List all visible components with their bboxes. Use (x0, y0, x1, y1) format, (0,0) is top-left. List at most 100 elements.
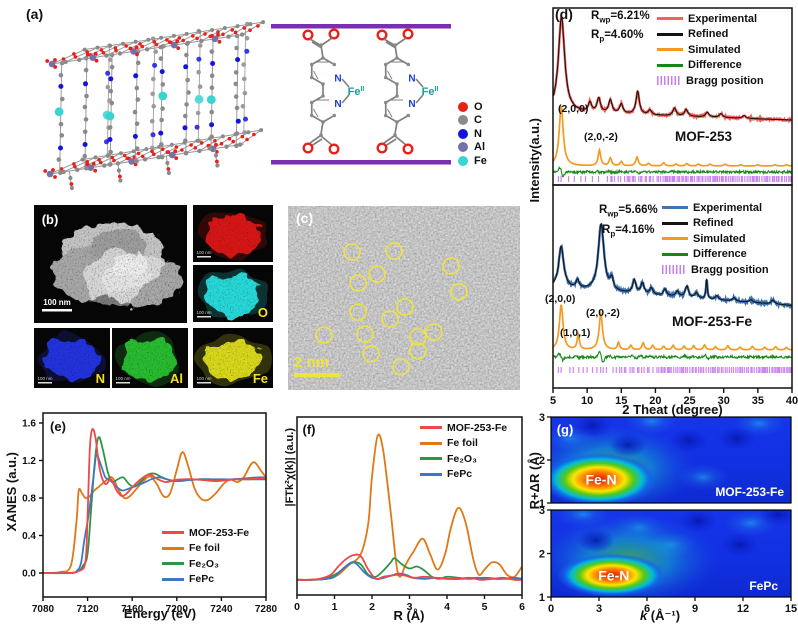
eds-map-red: 100 nm (193, 205, 273, 262)
legend-label: Fe₂O₃ (447, 452, 477, 465)
legend-item: Bragg position (662, 262, 769, 278)
sample-label-mof253: MOF-253 (675, 129, 733, 144)
svg-text:N: N (96, 371, 105, 386)
legend-item: Fe foil (420, 436, 507, 452)
rp-sub: p (599, 34, 605, 44)
svg-text:7240: 7240 (210, 604, 233, 615)
line-swatch (657, 63, 683, 67)
svg-text:Fe-N: Fe-N (585, 471, 616, 487)
legend-label: Fe foil (189, 542, 220, 555)
rwp-sub2: wp (607, 209, 619, 219)
legend-item: Fe₂O₃ (420, 451, 507, 467)
exafs-y-axis-label: |FTk²χ(k)| (a.u.) (284, 428, 296, 507)
svg-text:N: N (408, 74, 415, 85)
panel-c-hrtem-image (288, 206, 520, 390)
svg-text:FePc: FePc (749, 579, 778, 593)
peak-label-101-bottom: (1,0,1) (560, 327, 591, 339)
legend-label: FePc (447, 468, 473, 481)
crystal-front (43, 20, 266, 191)
svg-text:1.2: 1.2 (22, 456, 36, 467)
svg-text:O: O (258, 305, 268, 320)
line-swatch (657, 32, 683, 36)
rwp-base2: R (599, 204, 608, 216)
legend-label: MOF-253-Fe (447, 421, 508, 434)
legend-item: Fe foil (162, 541, 249, 557)
line-swatch (420, 472, 442, 476)
wavelet-y-axis-label: R+ΔR (Å) (527, 452, 542, 510)
legend-label: Refined (688, 28, 729, 41)
wavelet-map-FePc (551, 510, 791, 597)
svg-text:0: 0 (294, 601, 300, 613)
legend-item: MOF-253-Fe (420, 420, 507, 436)
line-swatch (162, 546, 184, 550)
svg-text:25: 25 (683, 395, 695, 407)
svg-text:12: 12 (737, 603, 749, 615)
svg-text:7200: 7200 (166, 604, 189, 615)
scale-bar-2nm-text: 2 nm (294, 354, 330, 371)
xrd-section (553, 15, 792, 182)
line-swatch (657, 17, 683, 21)
svg-text:4: 4 (444, 601, 450, 613)
rp-val2: =4.16% (615, 224, 655, 236)
svg-text:0.8: 0.8 (22, 494, 36, 505)
atom-legend-item: Fe (458, 154, 487, 168)
eds-map-Fe: Fe 100 nm (193, 328, 273, 388)
atom-label: O (474, 100, 483, 113)
line-swatch (662, 221, 688, 225)
svg-text:3: 3 (539, 505, 545, 517)
eds-map-O: O 100 nm (193, 265, 273, 322)
exafs-chart: 0 1 2 3 4 5 6 (f) (294, 416, 525, 613)
sample-label-mof253fe: MOF-253-Fe (672, 313, 753, 329)
svg-text:100 nm: 100 nm (196, 250, 211, 255)
line-swatch (657, 48, 683, 52)
svg-text:1: 1 (539, 592, 545, 604)
atom-legend-item: N (458, 127, 487, 141)
xrd-chart: 5 10 15 20 25 30 35 40 (550, 7, 798, 407)
svg-text:7280: 7280 (255, 604, 278, 615)
alo-chain-bar-top (271, 24, 451, 29)
svg-text:Fe-N: Fe-N (598, 567, 629, 583)
line-swatch (162, 531, 184, 535)
line-swatch (162, 577, 184, 581)
xanes-curves (43, 428, 266, 575)
panel-d-label: (d) (555, 6, 573, 22)
svg-text:1.6: 1.6 (22, 419, 36, 430)
line-swatch (662, 237, 688, 241)
legend-item: Difference (662, 247, 769, 263)
xrd-section (553, 222, 792, 373)
legend-item: Refined (662, 216, 769, 232)
legend-label: Fe₂O₃ (189, 557, 219, 570)
alo-chain-bar-bottom (271, 160, 451, 165)
haadf-stem-image: (b) 100 nm (34, 205, 187, 323)
legend-label: Refined (693, 217, 734, 230)
eds-map-Al: Al 100 nm (112, 328, 188, 388)
atom-dot-C (458, 115, 468, 126)
svg-text:3: 3 (407, 601, 413, 613)
svg-text:Al: Al (170, 371, 183, 386)
svg-text:5: 5 (482, 601, 488, 613)
rp-value-mof253fe: Rp=4.16% (602, 224, 655, 238)
line-swatch (420, 441, 442, 445)
legend-label: Bragg position (691, 263, 769, 276)
svg-text:0.4: 0.4 (22, 531, 36, 542)
legend-label: Experimental (693, 201, 763, 214)
svg-text:6: 6 (644, 603, 650, 615)
atom-dot-O (458, 101, 468, 112)
xanes-legend: MOF-253-Fe Fe foil Fe₂O₃ FePc (162, 525, 249, 587)
xrd-y-axis-label: Intensity(a.u.) (527, 118, 542, 203)
eds-map-N: N 100 nm (34, 328, 110, 388)
svg-text:7160: 7160 (121, 604, 144, 615)
xrd-legend-mof253fe: Experimental Refined Simulated Difference Br… (662, 200, 769, 278)
bragg-ticks-swatch (662, 265, 686, 275)
scale-bar-2nm-line (294, 373, 340, 377)
line-swatch (662, 252, 688, 256)
rp-val: =4.60% (604, 29, 644, 41)
atom-label: C (474, 114, 482, 127)
atom-label: Al (474, 141, 485, 154)
peak-label-20m2-bottom: (2,0,-2) (586, 307, 620, 319)
exafs-curves (297, 433, 522, 581)
svg-text:N: N (334, 99, 341, 110)
legend-label: Simulated (688, 43, 741, 56)
rwp-value-mof253fe: Rwp=5.66% (599, 204, 658, 218)
